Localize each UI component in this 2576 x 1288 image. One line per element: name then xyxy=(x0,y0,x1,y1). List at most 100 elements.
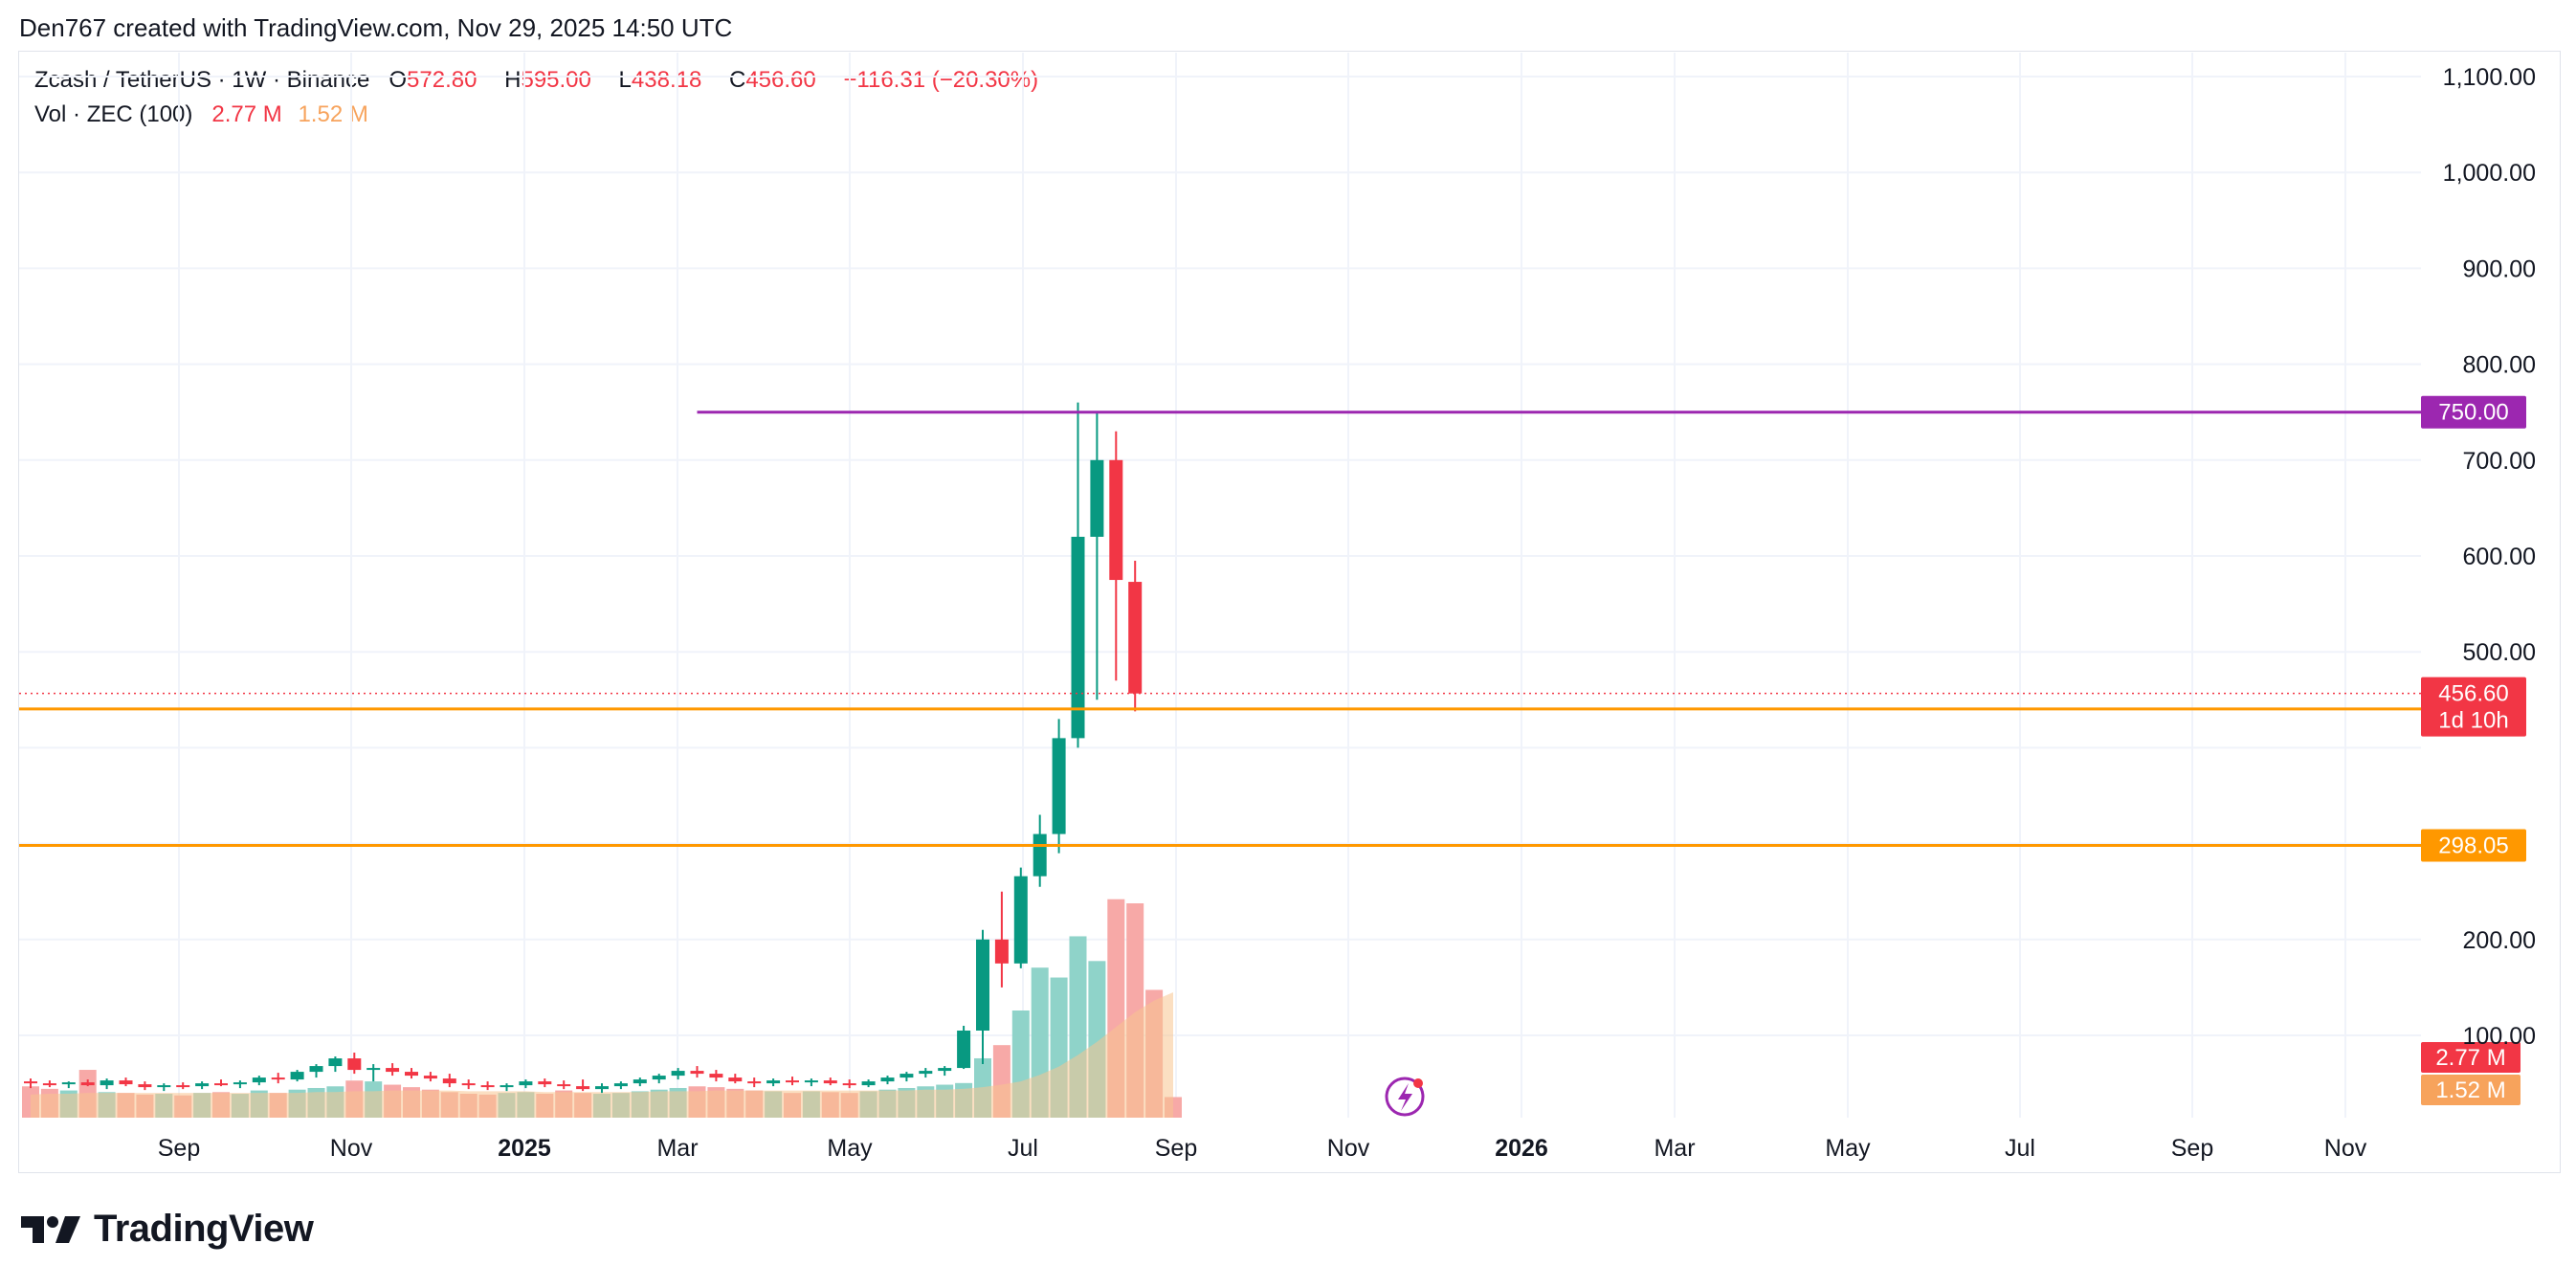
candle-body xyxy=(42,1083,56,1086)
high-label: H xyxy=(504,67,522,93)
candle-body xyxy=(405,1072,418,1077)
candle-body xyxy=(671,1071,685,1077)
x-tick-label: Jul xyxy=(2005,1135,2035,1162)
candle-body xyxy=(80,1082,95,1086)
candle-body xyxy=(309,1066,323,1073)
candle-body xyxy=(1052,738,1066,834)
candle-body xyxy=(157,1085,171,1088)
x-tick-label: Nov xyxy=(330,1135,373,1162)
candle-body xyxy=(919,1071,933,1075)
y-tick-label: 800.00 xyxy=(2463,352,2536,379)
chart-frame[interactable] xyxy=(18,51,2561,1173)
close-label: C xyxy=(728,67,746,93)
open-value: 572.80 xyxy=(407,67,477,93)
lightning-icon[interactable] xyxy=(1385,1077,1425,1117)
attribution-header: Den767 created with TradingView.com, Nov… xyxy=(19,13,733,42)
candle-body xyxy=(423,1076,437,1079)
x-tick-label: Jul xyxy=(1008,1135,1038,1162)
candle-body xyxy=(1128,582,1143,694)
low-value: 438.18 xyxy=(631,67,702,93)
candle-body xyxy=(386,1068,400,1073)
close-value: 456.60 xyxy=(745,67,816,93)
candle-body xyxy=(271,1077,285,1080)
candle-body xyxy=(823,1080,837,1084)
grid xyxy=(19,53,2421,1118)
candle-body xyxy=(500,1085,514,1088)
candle-body xyxy=(100,1080,114,1086)
candle-body xyxy=(480,1085,495,1088)
candle-body xyxy=(252,1077,266,1083)
last-price-label: 456.60 xyxy=(2438,681,2508,707)
candle-body xyxy=(538,1081,552,1085)
y-tick-label: 1,100.00 xyxy=(2443,64,2536,91)
candle-body xyxy=(195,1083,210,1087)
volume-badge xyxy=(2421,1042,2520,1073)
x-tick-label: Mar xyxy=(656,1135,698,1162)
candle-body xyxy=(709,1074,723,1078)
candle-body xyxy=(366,1068,381,1071)
candle-body xyxy=(842,1083,856,1086)
y-tick-label: 100.00 xyxy=(2463,1023,2536,1050)
candle-body xyxy=(1013,876,1028,964)
x-tick-label: 2026 xyxy=(1495,1135,1548,1162)
candle-body xyxy=(595,1086,609,1090)
candle-body xyxy=(1090,459,1104,537)
candle-body xyxy=(976,939,989,1031)
candle-body xyxy=(442,1078,456,1084)
candle-body xyxy=(957,1030,971,1069)
volume-ma-badge-label: 1.52 M xyxy=(2435,1077,2505,1103)
volume-legend: Vol · ZEC (100) 2.77 M 1.52 M xyxy=(34,101,368,128)
price-badge xyxy=(2421,395,2526,429)
last-price-badge xyxy=(2421,677,2526,737)
x-tick-label: 2025 xyxy=(498,1135,551,1162)
y-tick-label: 1,000.00 xyxy=(2443,160,2536,187)
candle-body xyxy=(747,1081,762,1084)
change-value: −116.31 (−20.30%) xyxy=(843,67,1039,93)
y-tick-label: 600.00 xyxy=(2463,544,2536,570)
high-value: 595.00 xyxy=(521,67,591,93)
candle-body xyxy=(61,1082,76,1085)
tradingview-logo[interactable]: TradingView xyxy=(21,1208,314,1251)
candle-body xyxy=(690,1071,704,1075)
candle-body xyxy=(328,1058,343,1067)
countdown-label: 1d 10h xyxy=(2438,708,2508,734)
candle-body xyxy=(938,1068,952,1072)
x-tick-label: Nov xyxy=(1327,1135,1370,1162)
candle-body xyxy=(633,1079,647,1084)
candle-body xyxy=(576,1086,590,1090)
volume-value: 2.77 M xyxy=(211,101,282,127)
x-tick-label: Sep xyxy=(158,1135,200,1162)
x-tick-label: Nov xyxy=(2324,1135,2367,1162)
x-tick-label: May xyxy=(827,1135,873,1162)
price-badge-label: 298.05 xyxy=(2438,833,2508,859)
time-axis: Sep Nov 2025 Mar May Jul Sep Nov 2026 Mar May Jul Se… xyxy=(158,1135,2367,1162)
y-tick-label: 200.00 xyxy=(2463,927,2536,954)
candle-body xyxy=(861,1081,876,1086)
x-tick-label: Sep xyxy=(2171,1135,2213,1162)
candle-body xyxy=(1071,536,1085,739)
y-tick-label: 900.00 xyxy=(2463,255,2536,282)
candle-body xyxy=(652,1076,666,1080)
candle-body xyxy=(461,1083,476,1086)
volume-ma-badge xyxy=(2421,1075,2520,1105)
candle-body xyxy=(786,1080,799,1083)
candle-body xyxy=(1033,833,1047,877)
candle-body xyxy=(119,1080,133,1085)
candle-body xyxy=(176,1085,190,1088)
candle-body xyxy=(766,1080,781,1084)
open-label: O xyxy=(389,67,408,93)
low-label: L xyxy=(618,67,632,93)
candle-body xyxy=(613,1083,628,1087)
tradingview-brand: TradingView xyxy=(94,1208,314,1250)
candle-body xyxy=(899,1074,914,1078)
candle-body xyxy=(138,1084,152,1088)
x-tick-label: May xyxy=(1825,1135,1871,1162)
price-lines xyxy=(19,411,2421,848)
candle-body xyxy=(347,1058,362,1071)
y-tick-label: 700.00 xyxy=(2463,448,2536,475)
price-badge xyxy=(2421,829,2526,862)
candle-body xyxy=(728,1077,743,1082)
candle-body xyxy=(290,1072,304,1080)
